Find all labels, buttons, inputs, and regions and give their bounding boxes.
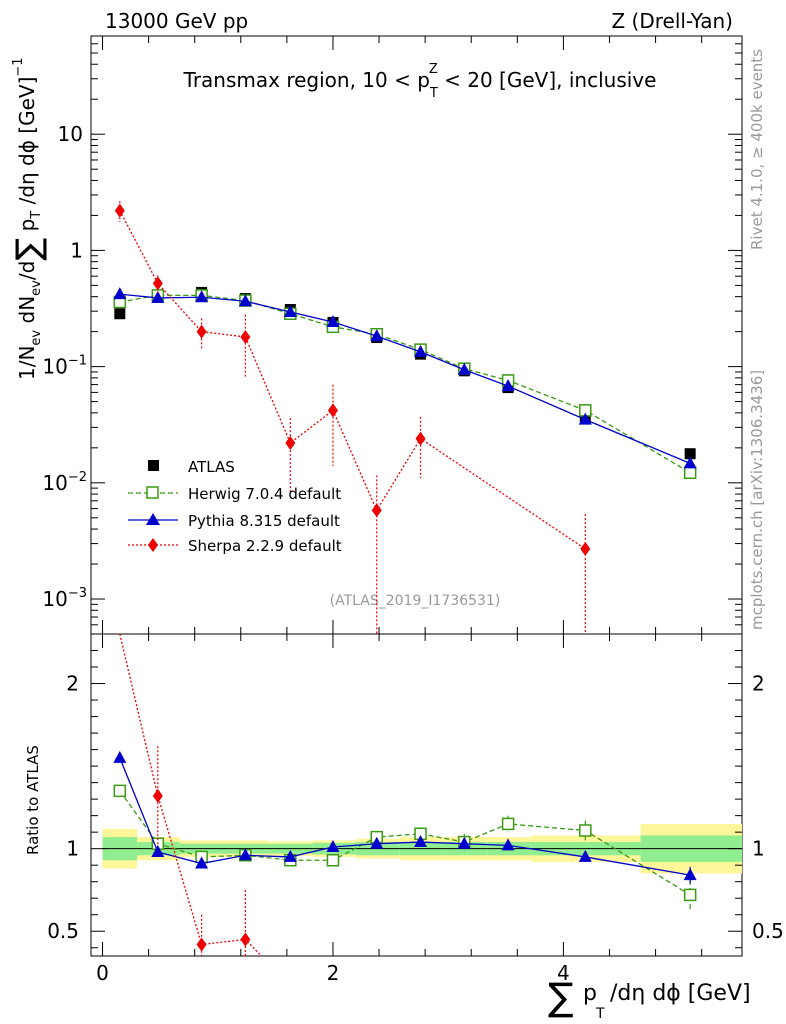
data-point <box>414 344 428 357</box>
ratio-y-tick-label-right: 1 <box>752 837 765 861</box>
ratio-point <box>579 824 592 837</box>
ratio-point <box>501 817 515 831</box>
data-point <box>114 203 125 218</box>
ratio-point <box>240 932 251 947</box>
data-point <box>371 503 382 518</box>
data-point <box>113 287 127 300</box>
ratio-point <box>326 853 340 867</box>
data-point <box>152 276 163 291</box>
axis-ticks: 0 2 4 10 1 10−1 10−2 10−3 0.5 0.5 1 1 2 2 <box>42 35 784 985</box>
data-point <box>196 324 207 339</box>
ratio-point <box>151 844 165 857</box>
ratio-line <box>119 790 691 896</box>
y-tick-label: 10−1 <box>42 354 87 379</box>
ratio-point <box>578 849 592 862</box>
ratio-y-tick-label-right: 2 <box>752 672 765 696</box>
data-point <box>684 448 696 460</box>
data-point <box>195 290 209 303</box>
svg-text:/dη dϕ [GeV]: /dη dϕ [GeV] <box>610 981 751 1006</box>
ratio-line <box>119 633 262 957</box>
data-series <box>113 201 697 957</box>
plot-title: Transmax region, 10 < pTZ < 20 [GeV], in… <box>183 62 657 101</box>
ratio-point <box>501 838 515 851</box>
ratio-y-tick-label-right: 0.5 <box>752 919 784 943</box>
ratio-y-tick-label: 1 <box>66 837 79 861</box>
data-point <box>683 466 697 480</box>
series-line <box>119 210 586 550</box>
ratio-point <box>196 937 207 952</box>
data-point <box>238 294 252 307</box>
ratio-y-tick-label: 2 <box>66 672 79 696</box>
x-tick-label: 0 <box>96 961 109 985</box>
ratio-line <box>119 757 691 876</box>
data-point <box>580 541 591 556</box>
series-line <box>119 293 691 464</box>
ratio-point <box>457 836 471 849</box>
svg-text:∑: ∑ <box>548 975 574 1019</box>
ratio-y-tick-label: 0.5 <box>47 919 79 943</box>
series-pythia <box>113 287 697 884</box>
ratio-point <box>683 888 697 902</box>
legend-label-sherpa: Sherpa 2.2.9 default <box>188 537 342 555</box>
legend: ATLAS Herwig 7.0.4 default Pythia 8.315 … <box>128 458 342 555</box>
y-tick-label: 10−2 <box>42 470 87 495</box>
ratio-point <box>414 835 428 848</box>
data-point <box>457 362 471 375</box>
data-point <box>326 315 340 328</box>
legend-label-pythia: Pythia 8.315 default <box>188 512 340 530</box>
mcplots-label: mcplots.cern.ch [arXiv:1306.3436] <box>748 370 766 630</box>
data-point <box>327 403 338 418</box>
series-sherpa <box>114 201 591 957</box>
ratio-point <box>195 856 209 869</box>
main-y-axis-label: 1/Nev dNev/d∑ pT /dη dϕ [GeV]−1 <box>9 57 49 380</box>
ratio-point <box>283 849 297 862</box>
ratio-point <box>113 750 127 763</box>
legend-item-sherpa: Sherpa 2.2.9 default <box>128 537 342 555</box>
data-point <box>114 308 126 320</box>
header-energy-label: 13000 GeV pp <box>105 9 248 33</box>
y-tick-label: 10−3 <box>42 586 87 611</box>
y-tick-label: 10 <box>58 122 83 146</box>
ratio-point <box>683 868 697 881</box>
ratio-panel-frame <box>90 633 743 957</box>
series-atlas <box>114 286 696 460</box>
data-point <box>501 379 515 392</box>
rivet-version-label: Rivet 4.1.0, ≥ 400k events <box>748 49 766 250</box>
data-point <box>415 431 426 446</box>
svg-text:1/Nev dNev/d∑ pT /dη dϕ [GeV]: 1/Nev dNev/d∑ pT /dη dϕ [GeV]−1 <box>9 57 49 380</box>
ratio-point <box>152 788 163 803</box>
ratio-y-axis-label: Ratio to ATLAS <box>24 745 42 855</box>
x-tick-label: 4 <box>557 961 570 985</box>
data-point <box>151 290 165 303</box>
data-point <box>683 456 697 469</box>
ratio-point <box>370 836 384 849</box>
analysis-id-label: (ATLAS_2019_I1736531) <box>330 593 501 609</box>
x-axis-label: ∑ p T /dη dϕ [GeV] <box>548 975 751 1022</box>
header-process-label: Z (Drell-Yan) <box>611 9 733 33</box>
legend-item-atlas: ATLAS <box>148 458 235 476</box>
svg-text:T: T <box>595 1006 605 1022</box>
data-point <box>578 412 592 425</box>
ratio-point <box>238 848 252 861</box>
y-tick-label: 1 <box>70 238 83 262</box>
legend-label-atlas: ATLAS <box>188 458 235 476</box>
legend-item-pythia: Pythia 8.315 default <box>128 512 340 530</box>
data-point <box>370 329 384 342</box>
ratio-point <box>113 784 127 798</box>
ratio-point <box>326 840 340 853</box>
series-line <box>119 294 691 474</box>
legend-label-herwig: Herwig 7.0.4 default <box>188 485 341 503</box>
data-point <box>285 436 296 451</box>
data-point <box>283 305 297 318</box>
x-tick-label: 2 <box>327 961 340 985</box>
legend-item-herwig: Herwig 7.0.4 default <box>128 485 341 503</box>
data-point <box>240 329 251 344</box>
svg-text:p: p <box>583 981 597 1006</box>
